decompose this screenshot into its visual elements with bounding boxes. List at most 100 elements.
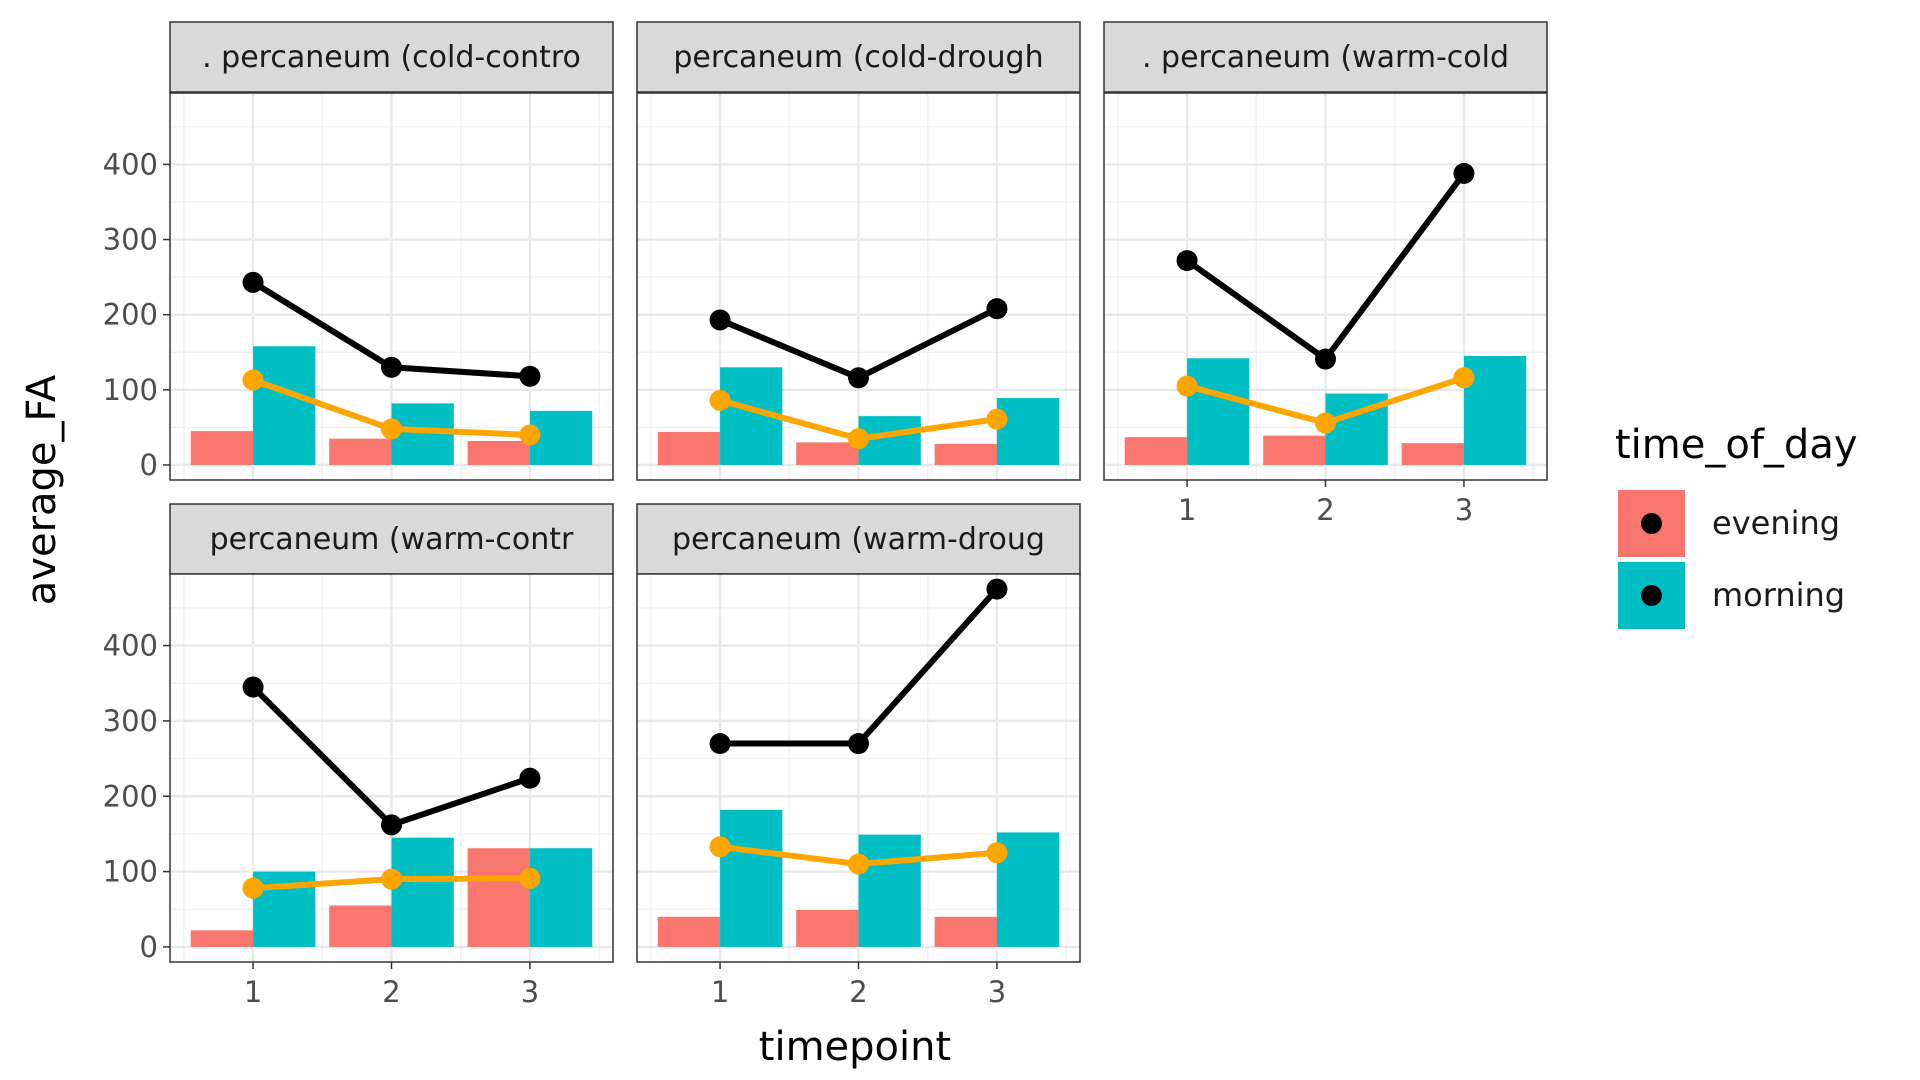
- series-point-black: [242, 676, 264, 698]
- series-point-orange: [709, 389, 731, 411]
- series-point-orange: [519, 424, 541, 446]
- series-point-orange: [242, 877, 264, 899]
- legend-key-point: [1641, 513, 1662, 534]
- bar-morning: [253, 346, 316, 465]
- series-point-orange: [848, 853, 869, 875]
- bar-evening: [467, 440, 530, 465]
- series-point-black: [381, 814, 402, 836]
- y-tick-label: 100: [103, 373, 158, 407]
- series-point-black: [848, 733, 869, 755]
- axes-layer: 0 100 200 300 400 1 2 3 0 100 200 300 400 1 2 3 1 2 3: [103, 147, 1474, 1009]
- bar-evening: [329, 438, 392, 465]
- y-tick-label: 0: [140, 448, 158, 482]
- facet-strip-label: percaneum (warm-droug: [672, 522, 1045, 557]
- legend-label-morning: morning: [1712, 576, 1845, 614]
- series-point-black: [381, 356, 402, 378]
- series-point-orange: [1315, 412, 1336, 434]
- legend-title: time_of_day: [1615, 422, 1858, 468]
- series-point-black: [709, 733, 731, 755]
- bar-evening: [190, 930, 254, 947]
- panels-layer: . percaneum (cold-contro percaneum (cold-…: [169, 21, 1548, 963]
- bar-evening: [1401, 443, 1464, 465]
- facet-panel: percaneum (cold-drough: [636, 21, 1081, 481]
- bar-evening: [796, 442, 859, 465]
- bar-evening: [1124, 437, 1188, 465]
- legend-key-point: [1641, 585, 1662, 606]
- series-point-orange: [1453, 367, 1475, 389]
- y-tick-label: 400: [103, 147, 158, 181]
- series-point-orange: [709, 836, 731, 858]
- facet-strip-label: . percaneum (warm-cold: [1142, 40, 1509, 75]
- legend: time_of_day evening morning: [1615, 422, 1858, 629]
- facet-strip: [636, 21, 1081, 93]
- series-point-black: [986, 578, 1008, 600]
- bar-morning: [1187, 358, 1250, 465]
- series-point-black: [1453, 162, 1475, 184]
- y-tick-label: 0: [140, 930, 158, 964]
- facet-strip: [1103, 21, 1548, 93]
- panel-border: [169, 92, 614, 481]
- y-tick-label: 400: [103, 629, 158, 663]
- series-point-orange: [381, 418, 402, 440]
- facet-strip-label: . percaneum (cold-contro: [202, 40, 581, 75]
- bar-morning: [391, 837, 454, 947]
- series-point-orange: [986, 408, 1008, 430]
- y-tick-label: 300: [103, 704, 158, 738]
- series-point-black: [519, 365, 541, 387]
- series-point-black: [242, 271, 264, 293]
- x-tick-label: 3: [521, 975, 539, 1009]
- y-axis-title: average_FA: [19, 374, 65, 605]
- series-point-orange: [1176, 375, 1198, 397]
- x-tick-label: 1: [244, 975, 262, 1009]
- bar-morning: [858, 834, 921, 947]
- x-axis-title: timepoint: [759, 1024, 951, 1070]
- x-tick-label: 2: [1316, 493, 1334, 527]
- x-tick-label: 1: [711, 975, 729, 1009]
- bar-morning: [858, 416, 921, 465]
- facet-strip: [169, 21, 614, 93]
- bar-evening: [467, 848, 530, 947]
- facet-strip-label: percaneum (cold-drough: [673, 40, 1043, 75]
- bar-evening: [657, 916, 721, 947]
- series-point-black: [1176, 250, 1198, 272]
- facet-panel: . percaneum (warm-cold: [1103, 21, 1548, 481]
- bar-morning: [529, 848, 593, 947]
- x-tick-label: 1: [1178, 493, 1196, 527]
- series-point-orange: [848, 428, 869, 450]
- x-tick-label: 3: [988, 975, 1006, 1009]
- bar-morning: [996, 398, 1060, 465]
- bar-evening: [934, 916, 997, 947]
- x-tick-label: 2: [849, 975, 867, 1009]
- facet-panel: . percaneum (cold-contro: [169, 21, 614, 481]
- y-tick-label: 300: [103, 223, 158, 257]
- bar-evening: [796, 910, 859, 947]
- facet-strip-label: percaneum (warm-contr: [210, 522, 574, 557]
- series-point-orange: [242, 369, 264, 391]
- bar-morning: [720, 809, 783, 947]
- facet-panel: percaneum (warm-droug: [636, 503, 1081, 963]
- y-tick-label: 200: [103, 779, 158, 813]
- series-point-black: [848, 367, 869, 389]
- series-point-black: [986, 298, 1008, 320]
- bar-morning: [529, 410, 593, 465]
- y-tick-label: 100: [103, 855, 158, 889]
- x-tick-label: 2: [382, 975, 400, 1009]
- bar-morning: [391, 403, 454, 465]
- series-point-orange: [519, 867, 541, 889]
- series-point-black: [519, 767, 541, 789]
- bar-morning: [1463, 356, 1527, 465]
- bar-evening: [1263, 435, 1326, 465]
- legend-label-evening: evening: [1712, 504, 1840, 542]
- bar-evening: [934, 443, 997, 465]
- series-point-orange: [381, 868, 402, 890]
- facet-strip: [636, 503, 1081, 575]
- series-point-black: [709, 309, 731, 331]
- facet-panel: percaneum (warm-contr: [169, 503, 614, 963]
- bar-evening: [657, 431, 721, 465]
- series-point-black: [1315, 348, 1336, 370]
- x-tick-label: 3: [1455, 493, 1473, 527]
- series-point-orange: [986, 842, 1008, 864]
- facet-strip: [169, 503, 614, 575]
- panel-border: [636, 92, 1081, 481]
